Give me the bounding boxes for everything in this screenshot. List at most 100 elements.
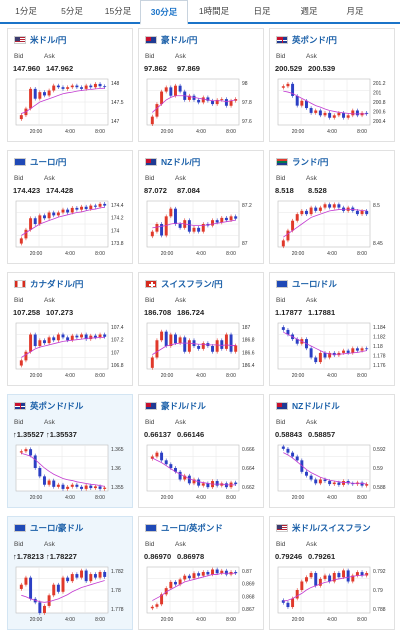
candle-body (29, 334, 33, 352)
pair-name[interactable]: ユーロ/円 (30, 157, 67, 167)
mini-chart[interactable]: 0.87 0.869 0.868 0.867 20:00 4:00 8:00 (139, 563, 263, 627)
pair-name[interactable]: ランド/円 (292, 157, 329, 167)
x-tick-label: 4:00 (65, 129, 75, 135)
mini-chart[interactable]: 107.4 107.2 107 106.8 20:00 4:00 8:00 (8, 319, 132, 383)
y-tick-label: 0.792 (373, 569, 386, 575)
currency-card[interactable]: ユーロ/ドル Bid Ask 1.17877 1.17881 1.184 1.182 1.18… (269, 272, 395, 386)
tab-5[interactable]: 日足 (253, 6, 271, 16)
y-tick-label: 147 (111, 119, 120, 125)
currency-card[interactable]: スイスフラン/円 Bid Ask 186.708 186.724 187 186.8 186.… (138, 272, 264, 386)
mini-chart[interactable]: 148 147.5 147 20:00 4:00 8:00 (8, 75, 132, 139)
currency-card[interactable]: NZドル/ドル Bid Ask 0.58843 0.58857 0.592 0.59 0.58… (269, 394, 395, 508)
pair-name[interactable]: 米ドル/円 (30, 35, 67, 45)
pair-name[interactable]: スイスフラン/円 (161, 279, 223, 289)
pair-name[interactable]: 豪ドル/円 (161, 35, 198, 45)
mini-chart[interactable]: 1.365 1.36 1.355 20:00 4:00 8:00 (8, 441, 132, 505)
ask-value: 107.273 (46, 308, 74, 317)
bid-label: Bid (276, 419, 286, 426)
tab-3[interactable]: 30分足 (140, 0, 188, 25)
moving-average-line (283, 208, 367, 238)
candle-body (318, 578, 322, 586)
currency-card[interactable]: 英ポンド/円 Bid Ask 200.529 200.539 201.2 201 200.8 2… (269, 28, 395, 142)
candle-body (355, 110, 359, 116)
x-tick-label: 4:00 (196, 373, 206, 379)
currency-card[interactable]: ランド/円 Bid Ask 8.518 8.528 8.5 8.45 20:00 4:00 8:0… (269, 150, 395, 264)
currency-card[interactable]: ユーロ/円 Bid Ask 174.423 174.428 174.4 174.2 174 17… (7, 150, 133, 264)
tab-2[interactable]: 15分足 (104, 6, 132, 16)
mini-chart[interactable]: 98 97.8 97.6 20:00 4:00 8:00 (139, 75, 263, 139)
mini-chart[interactable]: 201.2 201 200.8 200.6 200.4 20:00 4:00 8:00 (270, 75, 394, 139)
tab-1[interactable]: 5分足 (61, 6, 83, 16)
currency-card[interactable]: 英ポンド/ドル Bid Ask ↑1.35527 ↑1.35537 1.365 1.36 1.… (7, 394, 133, 508)
mini-chart[interactable]: 187 186.8 186.6 186.4 20:00 4:00 8:00 (139, 319, 263, 383)
candle-body (173, 208, 177, 224)
currency-card[interactable]: ユーロ/英ポンド Bid Ask 0.86970 0.86978 0.87 0.869 0.8… (138, 516, 264, 630)
tab-4[interactable]: 1時間足 (198, 6, 230, 16)
currency-card[interactable]: 米ドル/円 Bid Ask 147.960 147.962 148 147.5 147 20:0… (7, 28, 133, 142)
pair-name[interactable]: NZドル/円 (161, 157, 201, 167)
ask-value: 186.724 (177, 308, 205, 317)
candle-body (47, 595, 51, 606)
candle-body (206, 97, 210, 101)
mini-chart[interactable]: 1.184 1.182 1.18 1.178 1.176 20:00 4:00 8:00 (270, 319, 394, 383)
currency-card[interactable]: ユーロ/豪ドル Bid Ask ↑1.78213 ↑1.78227 1.782 1.78 1.… (7, 516, 133, 630)
bid-label: Bid (14, 541, 24, 548)
currency-card[interactable]: 米ドル/スイスフラン Bid Ask 0.79246 0.79261 0.792 0.79 0… (269, 516, 395, 630)
pair-name[interactable]: カナダドル/円 (30, 279, 84, 289)
flag-us-icon (276, 524, 288, 532)
card-title: ユーロ/英ポンド (145, 522, 223, 534)
y-tick-label: 8.5 (373, 203, 380, 209)
mini-chart[interactable]: 174.4 174.2 174 173.8 20:00 4:00 8:00 (8, 197, 132, 261)
mini-chart[interactable]: 0.666 0.664 0.662 20:00 4:00 8:00 (139, 441, 263, 505)
y-tick-label: 1.355 (111, 485, 124, 491)
candle-body (173, 334, 177, 344)
currency-card[interactable]: カナダドル/円 Bid Ask 107.258 107.273 107.4 107.2 107… (7, 272, 133, 386)
candle-body (318, 352, 322, 363)
y-tick-label: 107.4 (111, 325, 124, 331)
candle-body (309, 572, 313, 578)
candle-body (342, 350, 346, 353)
currency-card[interactable]: 豪ドル/ドル Bid Ask 0.66137 0.66146 0.666 0.664 0.66… (138, 394, 264, 508)
candle-body (206, 571, 210, 575)
pair-name[interactable]: 英ポンド/円 (292, 35, 337, 45)
tab-0[interactable]: 1分足 (15, 6, 37, 16)
mini-chart[interactable]: 0.592 0.59 0.588 20:00 4:00 8:00 (270, 441, 394, 505)
moving-average-line (283, 574, 367, 602)
mini-chart[interactable]: 1.782 1.78 1.778 20:00 4:00 8:00 (8, 563, 132, 627)
candle-body (224, 99, 228, 106)
pair-name[interactable]: 英ポンド/ドル (30, 401, 84, 411)
pair-name[interactable]: ユーロ/英ポンド (161, 523, 223, 533)
mini-chart[interactable]: 8.5 8.45 20:00 4:00 8:00 (270, 197, 394, 261)
y-tick-label: 1.178 (373, 354, 386, 360)
candle-body (98, 83, 102, 87)
card-title: ユーロ/円 (14, 156, 66, 168)
ask-label: Ask (44, 53, 55, 60)
candle-body (70, 207, 74, 213)
pair-name[interactable]: ユーロ/豪ドル (30, 523, 84, 533)
candle-body (178, 224, 182, 228)
candle-body (103, 334, 107, 337)
y-tick-label: 201 (373, 91, 382, 97)
candle-body (150, 606, 154, 609)
tab-6[interactable]: 週足 (300, 6, 318, 16)
currency-card[interactable]: NZドル/円 Bid Ask 87.072 87.084 87.2 87 20:00 4:00 8… (138, 150, 264, 264)
pair-name[interactable]: 豪ドル/ドル (161, 401, 206, 411)
x-tick-label: 8:00 (226, 373, 236, 379)
mini-chart[interactable]: 0.792 0.79 0.788 20:00 4:00 8:00 (270, 563, 394, 627)
candle-body (300, 210, 304, 215)
candle-body (52, 337, 56, 341)
candle-body (234, 216, 238, 219)
pair-name[interactable]: NZドル/ドル (292, 401, 340, 411)
pair-name[interactable]: 米ドル/スイスフラン (292, 523, 371, 533)
flag-eu-icon (276, 280, 288, 288)
candle-body (38, 215, 42, 224)
tab-7[interactable]: 月足 (346, 6, 364, 16)
mini-chart[interactable]: 87.2 87 20:00 4:00 8:00 (139, 197, 263, 261)
candle-body (291, 598, 295, 608)
candle-body (281, 86, 285, 88)
candle-body (38, 468, 42, 477)
currency-card[interactable]: 豪ドル/円 Bid Ask 97.862 97.869 98 97.8 97.6 20:00 4:… (138, 28, 264, 142)
candle-body (211, 100, 215, 105)
pair-name[interactable]: ユーロ/ドル (292, 279, 337, 289)
candle-body (75, 85, 79, 88)
